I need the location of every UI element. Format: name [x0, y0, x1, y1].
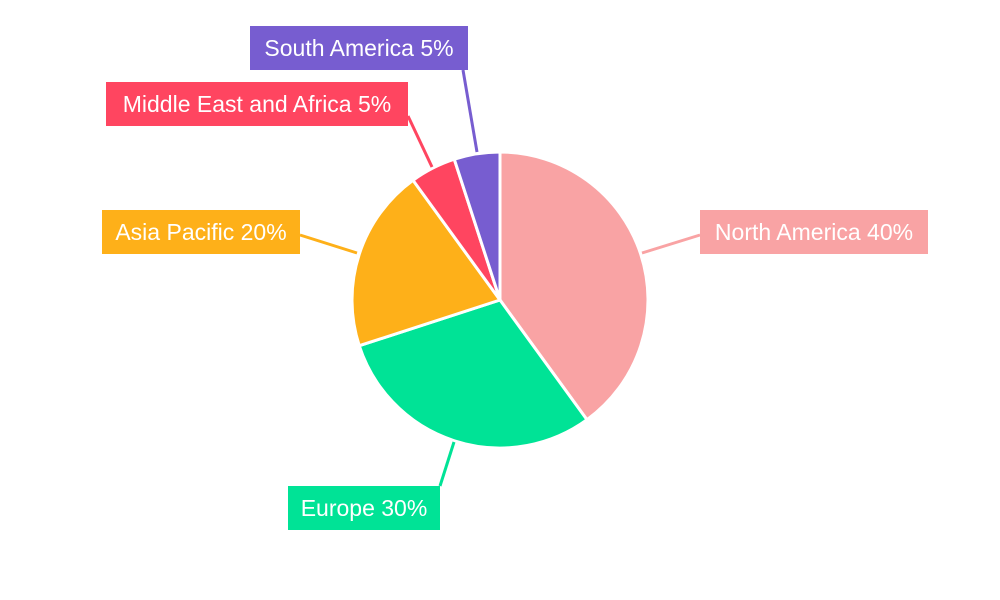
data-label-middle-east-and-africa: Middle East and Africa 5%	[106, 82, 408, 126]
leader-line-asia-pacific	[299, 233, 358, 255]
data-label-text: Middle East and Africa 5%	[123, 91, 391, 117]
leader-line-europe	[438, 441, 456, 487]
data-label-text: Asia Pacific 20%	[115, 219, 286, 245]
pie-slice-north-america[interactable]	[498, 150, 650, 422]
data-label-box	[288, 486, 440, 530]
leader-line-middle-east-and-africa	[406, 115, 434, 168]
data-label-box	[700, 210, 928, 254]
data-label-box	[106, 82, 408, 126]
data-label-text: South America 5%	[264, 35, 453, 61]
leader-line-north-america	[641, 233, 701, 255]
pie-slice-europe[interactable]	[357, 298, 590, 450]
data-label-north-america: North America 40%	[700, 210, 928, 254]
data-label-asia-pacific: Asia Pacific 20%	[102, 210, 300, 254]
leader-line-south-america	[461, 69, 479, 153]
pie-slice-asia-pacific[interactable]	[350, 178, 503, 348]
data-label-south-america: South America 5%	[250, 26, 468, 70]
pie-slice-south-america[interactable]	[452, 150, 502, 301]
data-label-text: North America 40%	[715, 219, 913, 245]
data-label-box	[102, 210, 300, 254]
data-label-europe: Europe 30%	[288, 486, 440, 530]
data-label-text: Europe 30%	[301, 495, 428, 521]
data-label-box	[250, 26, 468, 70]
